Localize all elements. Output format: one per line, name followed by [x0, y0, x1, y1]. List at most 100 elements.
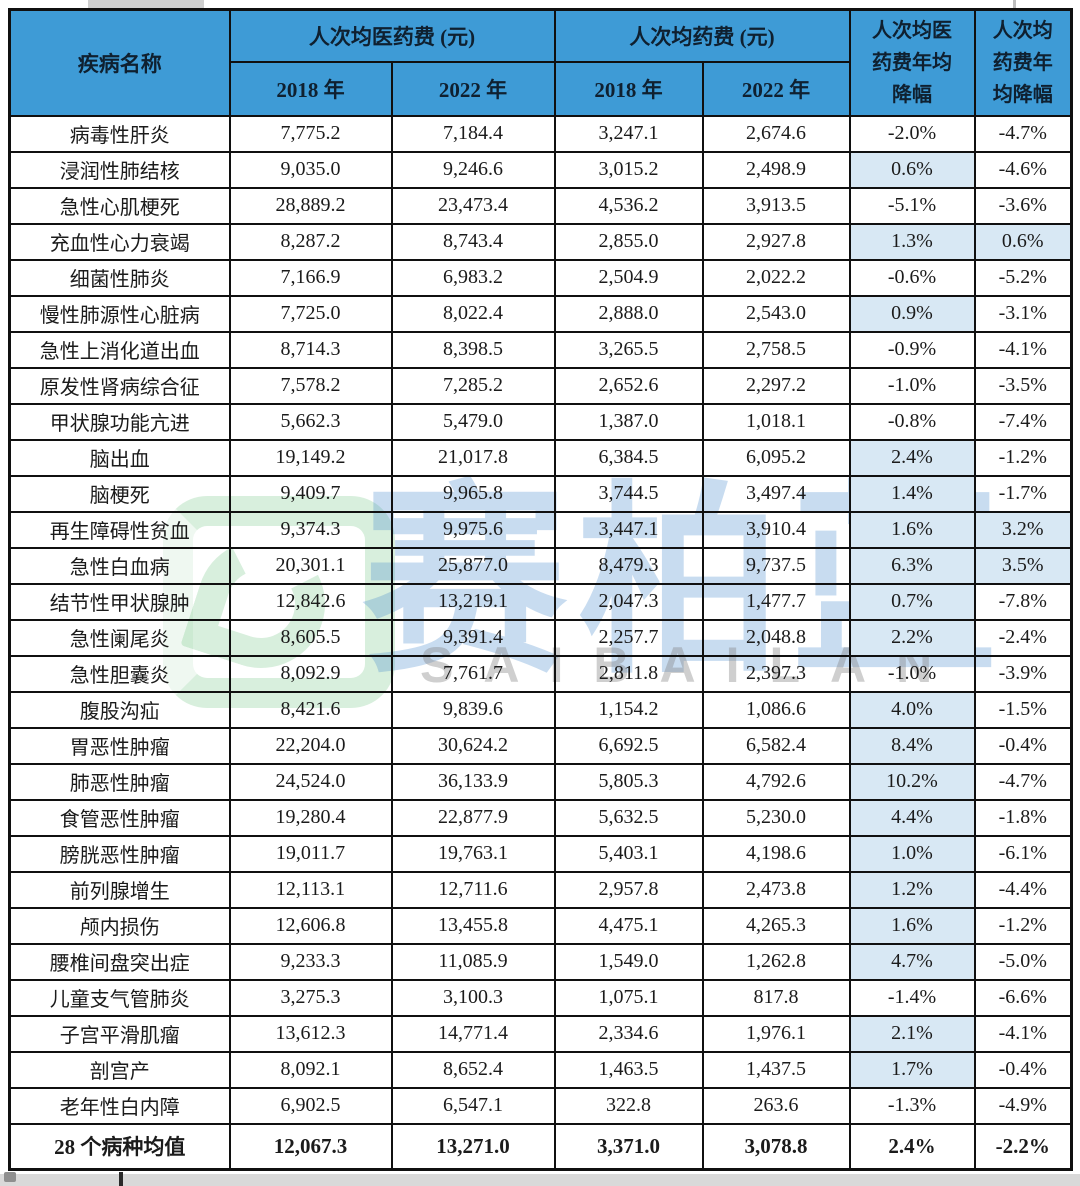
cell-med-annual-change: 1.4%: [848, 474, 976, 513]
medical-cost-table: 疾病名称 人次均医药费 (元) 人次均药费 (元) 人次均医 药费年均 降幅 人…: [8, 8, 1073, 1171]
cell-disease: 急性上消化道出血: [8, 330, 231, 369]
cell-drug-2022: 2,297.2: [701, 366, 851, 405]
cell-drug-annual-change: -4.1%: [973, 330, 1073, 369]
cell-disease: 结节性甲状腺肿: [8, 582, 231, 621]
cell-drug-2018: 3,744.5: [553, 474, 704, 513]
cell-drug-annual-change: -3.5%: [973, 366, 1073, 405]
cell-drug-2022: 3,078.8: [701, 1122, 851, 1171]
cell-drug-annual-change: -6.6%: [973, 978, 1073, 1017]
table-row: 前列腺增生 12,113.1 12,711.6 2,957.8 2,473.8 1.2% -…: [8, 870, 1073, 909]
cell-drug-2022: 2,048.8: [701, 618, 851, 657]
cell-drug-2018: 4,536.2: [553, 186, 704, 225]
cell-med-2022: 9,965.8: [390, 474, 556, 513]
cell-med-2022: 8,398.5: [390, 330, 556, 369]
cell-drug-2022: 1,477.7: [701, 582, 851, 621]
cell-drug-2022: 1,437.5: [701, 1050, 851, 1089]
cell-drug-annual-change: -5.2%: [973, 258, 1073, 297]
cell-disease: 细菌性肺炎: [8, 258, 231, 297]
cell-med-annual-change: 6.3%: [848, 546, 976, 585]
table-row: 胃恶性肿瘤 22,204.0 30,624.2 6,692.5 6,582.4 8.4% -…: [8, 726, 1073, 765]
cell-disease: 急性心肌梗死: [8, 186, 231, 225]
cell-drug-2022: 2,927.8: [701, 222, 851, 261]
cell-med-annual-change: 4.0%: [848, 690, 976, 729]
table-row: 慢性肺源性心脏病 7,725.0 8,022.4 2,888.0 2,543.0 0.9%…: [8, 294, 1073, 333]
header-med-2018: 2018 年: [228, 60, 393, 117]
cell-med-2018: 9,409.7: [228, 474, 393, 513]
cell-med-2022: 9,391.4: [390, 618, 556, 657]
cell-drug-2018: 322.8: [553, 1086, 704, 1125]
cell-med-annual-change: -1.0%: [848, 366, 976, 405]
scan-artifact-bottom-bar: [0, 1174, 1080, 1186]
table-row: 剖宫产 8,092.1 8,652.4 1,463.5 1,437.5 1.7% -0.4%: [8, 1050, 1073, 1089]
cell-med-2018: 7,578.2: [228, 366, 393, 405]
cell-med-2022: 23,473.4: [390, 186, 556, 225]
cell-drug-annual-change: -1.7%: [973, 474, 1073, 513]
cell-drug-2018: 3,015.2: [553, 150, 704, 189]
cell-disease: 28 个病种均值: [8, 1122, 231, 1171]
cell-med-2018: 8,714.3: [228, 330, 393, 369]
cell-drug-2018: 2,888.0: [553, 294, 704, 333]
cell-drug-2022: 1,018.1: [701, 402, 851, 441]
cell-drug-2018: 5,632.5: [553, 798, 704, 837]
cell-disease: 浸润性肺结核: [8, 150, 231, 189]
cell-drug-2022: 6,095.2: [701, 438, 851, 477]
cell-drug-annual-change: -3.9%: [973, 654, 1073, 693]
cell-med-annual-change: 4.7%: [848, 942, 976, 981]
cell-med-2018: 3,275.3: [228, 978, 393, 1017]
cell-drug-annual-change: -7.8%: [973, 582, 1073, 621]
cell-med-2022: 3,100.3: [390, 978, 556, 1017]
cell-med-annual-change: 0.6%: [848, 150, 976, 189]
table-row: 腹股沟疝 8,421.6 9,839.6 1,154.2 1,086.6 4.0% -1.5…: [8, 690, 1073, 729]
cell-med-2022: 7,184.4: [390, 114, 556, 153]
cell-med-2022: 13,219.1: [390, 582, 556, 621]
cell-med-2022: 6,547.1: [390, 1086, 556, 1125]
cell-drug-annual-change: -1.2%: [973, 906, 1073, 945]
cell-drug-2018: 3,371.0: [553, 1122, 704, 1171]
cell-med-annual-change: 2.4%: [848, 1122, 976, 1171]
cell-med-annual-change: 2.4%: [848, 438, 976, 477]
header-drug-annual-decline: 人次均 药费年 均降幅: [973, 8, 1073, 117]
cell-drug-annual-change: -0.4%: [973, 1050, 1073, 1089]
cell-drug-annual-change: -4.4%: [973, 870, 1073, 909]
cell-drug-2018: 2,652.6: [553, 366, 704, 405]
cell-med-2018: 9,035.0: [228, 150, 393, 189]
table-body: 病毒性肝炎 7,775.2 7,184.4 3,247.1 2,674.6 -2.0% -4…: [8, 114, 1073, 1171]
cell-disease: 胃恶性肿瘤: [8, 726, 231, 765]
table-row: 急性心肌梗死 28,889.2 23,473.4 4,536.2 3,913.5 -5.1…: [8, 186, 1073, 225]
table-row: 细菌性肺炎 7,166.9 6,983.2 2,504.9 2,022.2 -0.6% -5…: [8, 258, 1073, 297]
cell-med-2018: 12,606.8: [228, 906, 393, 945]
header-row-years: 2018 年 2022 年 2018 年 2022 年: [10, 60, 1072, 117]
cell-drug-2022: 3,913.5: [701, 186, 851, 225]
cell-drug-2022: 1,262.8: [701, 942, 851, 981]
cell-disease: 急性白血病: [8, 546, 231, 585]
cell-drug-annual-change: -6.1%: [973, 834, 1073, 873]
cell-med-2018: 7,725.0: [228, 294, 393, 333]
cell-drug-2018: 6,692.5: [553, 726, 704, 765]
cell-med-annual-change: -0.6%: [848, 258, 976, 297]
cell-drug-2022: 2,543.0: [701, 294, 851, 333]
cell-disease: 腰椎间盘突出症: [8, 942, 231, 981]
cell-med-annual-change: -0.8%: [848, 402, 976, 441]
cell-disease: 儿童支气管肺炎: [8, 978, 231, 1017]
cell-drug-2022: 1,976.1: [701, 1014, 851, 1053]
cell-drug-annual-change: -2.4%: [973, 618, 1073, 657]
scan-artifact-bottom-dot: [4, 1172, 16, 1182]
cell-med-2018: 12,113.1: [228, 870, 393, 909]
cell-drug-2018: 3,247.1: [553, 114, 704, 153]
cell-disease: 充血性心力衰竭: [8, 222, 231, 261]
cell-med-annual-change: -0.9%: [848, 330, 976, 369]
table-row: 老年性白内障 6,902.5 6,547.1 322.8 263.6 -1.3% -4.9%: [8, 1086, 1073, 1125]
cell-med-annual-change: -1.0%: [848, 654, 976, 693]
cell-disease: 老年性白内障: [8, 1086, 231, 1125]
cell-med-2018: 8,287.2: [228, 222, 393, 261]
cell-med-2018: 12,842.6: [228, 582, 393, 621]
cell-med-2018: 19,280.4: [228, 798, 393, 837]
cell-med-2018: 13,612.3: [228, 1014, 393, 1053]
cell-med-annual-change: 2.1%: [848, 1014, 976, 1053]
cell-disease: 脑出血: [8, 438, 231, 477]
cell-med-2022: 8,652.4: [390, 1050, 556, 1089]
cell-drug-annual-change: 3.2%: [973, 510, 1073, 549]
cell-drug-annual-change: -4.7%: [973, 762, 1073, 801]
cell-drug-annual-change: -1.2%: [973, 438, 1073, 477]
cell-drug-2018: 4,475.1: [553, 906, 704, 945]
